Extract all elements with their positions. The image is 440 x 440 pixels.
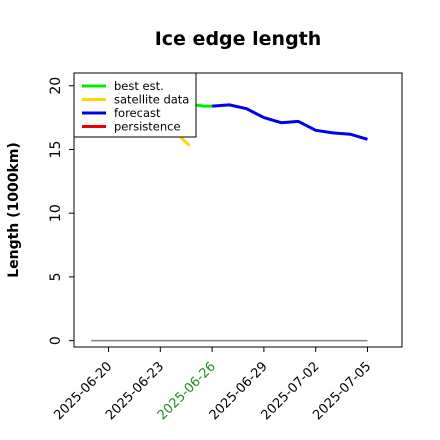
y-tick-label: 15 [48,141,64,159]
legend-label: persistence [114,120,181,134]
y-tick-label: 0 [48,336,64,345]
legend: best est.satellite dataforecastpersisten… [73,72,197,138]
legend-label: satellite data [114,93,189,107]
y-tick-label: 5 [48,272,64,281]
legend-box [73,72,197,138]
y-axis-label: Length (1000km) [6,142,22,278]
y-axis: 0 5 10 15 20 [48,77,74,345]
plot-area [73,72,403,348]
chart-title: Ice edge length [155,28,322,50]
legend-label: forecast [114,106,161,120]
x-axis: 2025-06-202025-06-232025-06-262025-06-29… [51,347,374,423]
y-tick-label: 10 [48,204,64,222]
legend-label: best est. [114,79,164,93]
series-line-forecast [211,103,368,141]
y-tick-label: 20 [48,77,64,95]
